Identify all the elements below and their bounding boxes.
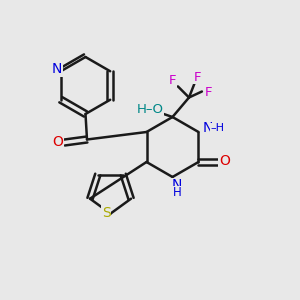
Text: O: O: [219, 154, 230, 168]
Text: F: F: [194, 70, 201, 84]
Text: N: N: [52, 62, 62, 76]
Text: N: N: [202, 122, 213, 135]
Text: F: F: [169, 74, 176, 88]
Text: N: N: [172, 178, 182, 192]
Text: H: H: [172, 186, 182, 199]
Text: O: O: [52, 136, 63, 149]
Text: H–O: H–O: [136, 103, 164, 116]
Text: –H: –H: [210, 123, 224, 134]
Text: S: S: [102, 206, 111, 220]
Text: F: F: [205, 86, 212, 100]
